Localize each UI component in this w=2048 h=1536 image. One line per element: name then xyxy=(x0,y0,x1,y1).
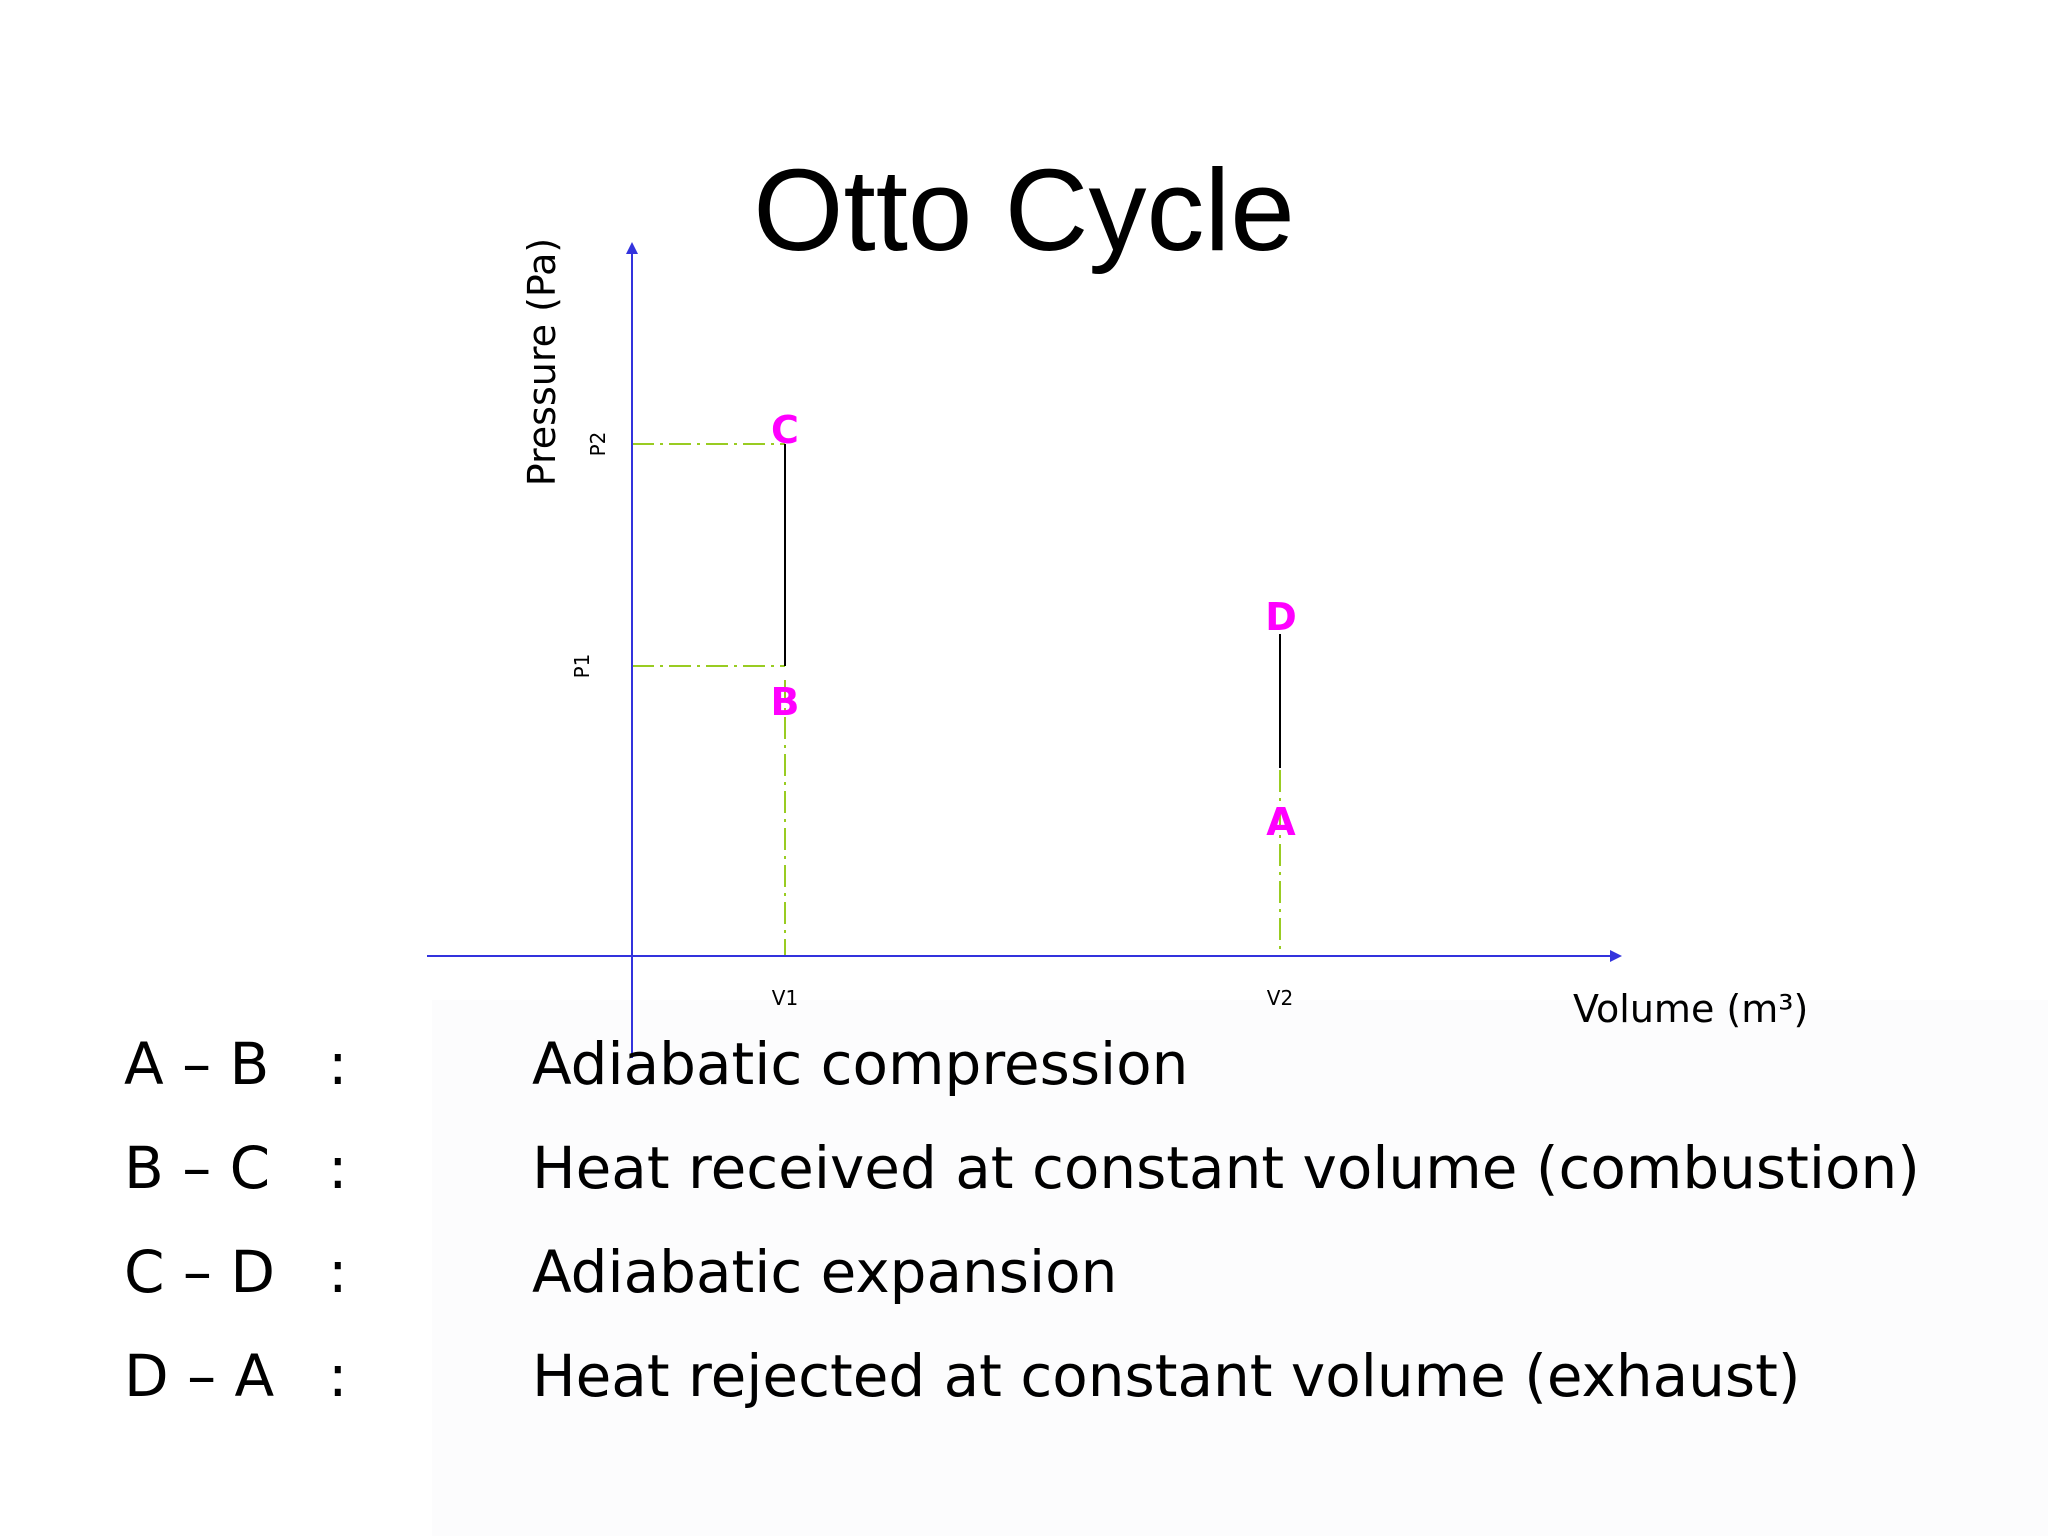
process-colon: : xyxy=(328,1342,348,1410)
x-axis-title: Volume (m³) xyxy=(1573,987,1808,1031)
process-colon: : xyxy=(328,1238,348,1306)
process-segment: C – D xyxy=(124,1238,276,1306)
process-description: Adiabatic compression xyxy=(532,1030,1189,1098)
process-row-c-d: C – D : Adiabatic expansion xyxy=(0,1238,2048,1318)
process-description: Adiabatic expansion xyxy=(532,1238,1118,1306)
process-colon: : xyxy=(328,1134,348,1202)
process-segment: A – B xyxy=(124,1030,270,1098)
x-tick-v1: V1 xyxy=(772,986,798,1010)
process-colon: : xyxy=(328,1030,348,1098)
slide-panel xyxy=(432,1000,2048,1536)
process-row-b-c: B – C : Heat received at constant volume… xyxy=(0,1134,2048,1214)
process-row-a-b: A – B : Adiabatic compression xyxy=(0,1030,2048,1110)
y-tick-p1: P1 xyxy=(570,654,594,679)
process-segment: D – A xyxy=(124,1342,275,1410)
process-row-d-a: D – A : Heat rejected at constant volume… xyxy=(0,1342,2048,1422)
point-label-b: B xyxy=(771,680,800,724)
x-tick-v2: V2 xyxy=(1267,986,1293,1010)
y-tick-p2: P2 xyxy=(586,432,610,457)
point-label-d: D xyxy=(1265,595,1297,639)
process-segment: B – C xyxy=(124,1134,271,1202)
process-description: Heat rejected at constant volume (exhaus… xyxy=(532,1342,1801,1410)
process-description: Heat received at constant volume (combus… xyxy=(532,1134,1920,1202)
point-label-c: C xyxy=(771,408,799,452)
y-axis-title: Pressure (Pa) xyxy=(520,238,564,486)
point-label-a: A xyxy=(1266,800,1296,844)
slide-title: Otto Cycle xyxy=(753,145,1294,275)
